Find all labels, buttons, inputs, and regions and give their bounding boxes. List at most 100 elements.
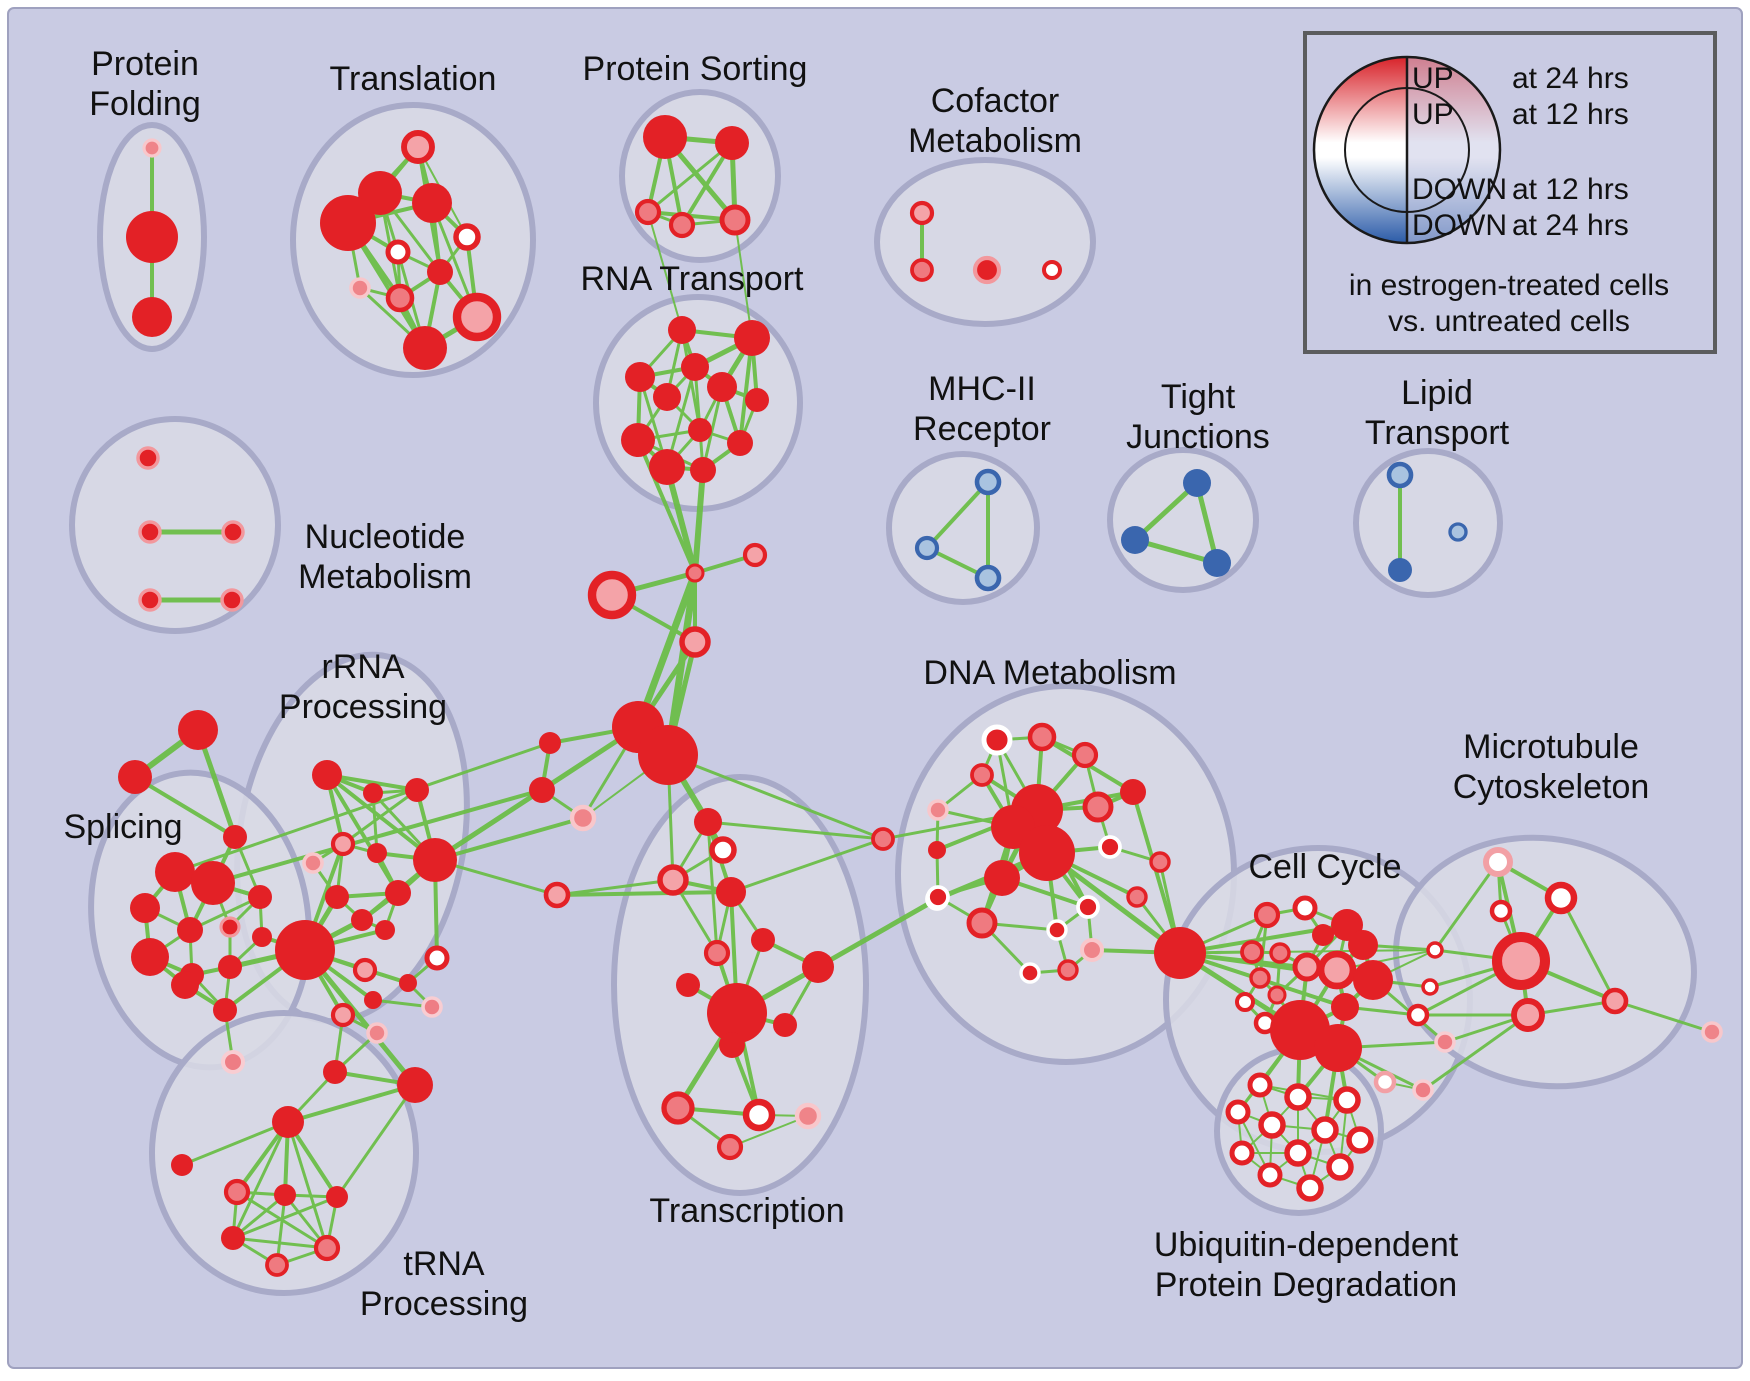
network-node <box>668 316 696 344</box>
cluster-label-rna-transport: RNA Transport <box>581 260 805 298</box>
network-node <box>653 383 681 411</box>
cluster-label-rrna-processing: Processing <box>279 688 447 726</box>
network-node <box>742 1098 776 1132</box>
network-node <box>1183 469 1211 497</box>
network-edge <box>1433 860 1500 952</box>
network-node <box>1348 930 1378 960</box>
network-node <box>401 130 435 164</box>
network-node <box>972 255 1002 285</box>
network-node <box>709 836 737 864</box>
network-node <box>707 983 767 1043</box>
network-node <box>694 808 722 836</box>
network-node <box>1331 993 1359 1021</box>
network-node <box>375 920 395 940</box>
network-node <box>638 725 698 785</box>
cluster-label-dna-metabolism: DNA Metabolism <box>923 654 1176 692</box>
network-node <box>223 825 247 849</box>
network-node <box>1235 992 1255 1012</box>
network-node <box>1267 985 1287 1005</box>
network-node <box>132 297 172 337</box>
network-node <box>349 277 371 299</box>
cluster-ellipse-nucleotide-metabolism <box>69 416 281 634</box>
network-node <box>320 195 376 251</box>
network-edge <box>335 1083 417 1199</box>
network-node <box>1098 835 1122 859</box>
legend-row-label-3: DOWN <box>1412 209 1507 242</box>
network-node <box>1203 549 1231 577</box>
network-node <box>248 885 272 909</box>
network-node <box>1386 461 1414 489</box>
network-node <box>1373 1070 1397 1094</box>
network-edge <box>555 890 733 897</box>
network-node <box>155 852 195 892</box>
network-node <box>625 362 655 392</box>
network-edge <box>173 741 552 874</box>
network-node <box>221 520 245 544</box>
network-node <box>302 852 324 874</box>
cluster-ellipse-tight-junctions <box>1107 447 1259 593</box>
network-edge <box>634 569 699 731</box>
network-node <box>138 588 162 612</box>
network-edge <box>211 788 544 885</box>
cluster-label-protein-folding: Protein <box>91 45 199 83</box>
network-node <box>136 446 160 470</box>
network-node <box>543 881 571 909</box>
network-node <box>984 860 1020 896</box>
network-edge <box>646 141 734 214</box>
network-node <box>716 877 746 907</box>
network-node <box>927 799 949 821</box>
network-node <box>715 126 749 160</box>
cluster-label-cofactor-metabolism: Metabolism <box>908 122 1082 160</box>
network-node <box>794 1102 822 1130</box>
network-edge <box>286 1120 329 1250</box>
network-node <box>325 885 349 909</box>
cluster-label-trna-processing: Processing <box>360 1285 528 1323</box>
network-node <box>385 239 411 265</box>
network-node <box>1071 741 1099 769</box>
network-edge <box>647 211 683 331</box>
network-edge <box>1132 480 1200 543</box>
network-node <box>1284 1139 1312 1167</box>
network-node <box>981 724 1013 756</box>
legend-row-time-1: at 12 hrs <box>1512 98 1629 131</box>
cluster-label-mhc-ii-receptor: Receptor <box>913 410 1051 448</box>
network-node <box>412 183 452 223</box>
network-node <box>634 198 662 226</box>
network-node <box>330 831 356 857</box>
network-node <box>1312 924 1334 946</box>
cluster-label-trna-processing: tRNA <box>403 1245 485 1283</box>
network-node <box>330 1002 356 1028</box>
network-node <box>272 1106 304 1138</box>
network-node <box>364 991 382 1009</box>
network-node <box>1292 952 1322 982</box>
network-node <box>621 423 655 457</box>
network-node <box>681 353 709 381</box>
legend-row-time-0: at 24 hrs <box>1512 62 1629 95</box>
cluster-label-nucleotide-metabolism: Metabolism <box>298 558 472 596</box>
cluster-label-microtubule-cytoskeleton: Microtubule <box>1463 728 1639 766</box>
network-node <box>265 1253 289 1277</box>
network-node <box>405 778 429 802</box>
network-node <box>688 418 712 442</box>
network-node <box>413 838 457 882</box>
network-node <box>171 1154 193 1176</box>
network-node <box>252 927 272 947</box>
network-node <box>1326 1153 1354 1181</box>
network-node <box>1491 931 1551 991</box>
cluster-label-splicing: Splicing <box>63 808 182 846</box>
network-node <box>1434 1031 1456 1053</box>
network-node <box>1019 825 1075 881</box>
network-node <box>676 973 700 997</box>
network-node <box>1346 1126 1374 1154</box>
network-node <box>742 542 768 568</box>
network-edge <box>286 1083 417 1124</box>
cluster-label-cofactor-metabolism: Cofactor <box>931 82 1060 120</box>
network-edge <box>1132 537 1220 566</box>
cluster-label-mhc-ii-receptor: MHC-II <box>928 370 1036 408</box>
network-node <box>727 430 753 456</box>
network-node <box>719 204 751 236</box>
network-node <box>1353 960 1393 1000</box>
network-node <box>974 468 1002 496</box>
network-edge <box>433 816 585 862</box>
